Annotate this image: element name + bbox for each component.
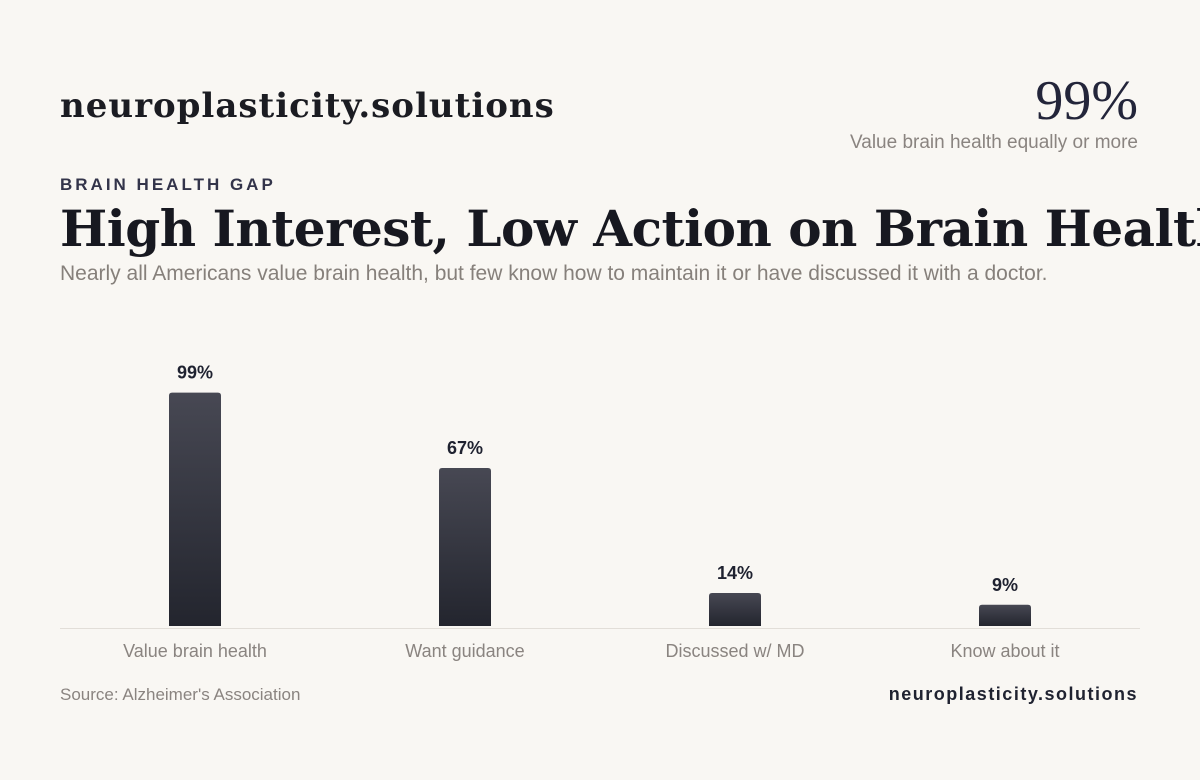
headline-stat-caption: Value brain health equally or more xyxy=(850,132,1138,153)
category-label: Know about it xyxy=(950,641,1059,661)
bar-value-label: 9% xyxy=(992,575,1018,595)
chart-title: High Interest, Low Action on Brain Healt… xyxy=(60,199,1200,258)
headline-stat: 99% Value brain health equally or more xyxy=(850,72,1138,154)
bar-1 xyxy=(439,468,491,626)
bar-value-label: 14% xyxy=(717,563,753,583)
category-label: Value brain health xyxy=(123,641,267,661)
bar-value-label: 99% xyxy=(177,363,213,383)
category-label: Want guidance xyxy=(405,641,524,661)
headline-stat-value: 99% xyxy=(1035,70,1138,132)
eyebrow-label: BRAIN HEALTH GAP xyxy=(60,175,276,194)
bar-2 xyxy=(709,592,761,626)
brand-logo-text: neuroplasticity.solutions xyxy=(60,86,555,126)
bar-0 xyxy=(169,392,221,626)
bar-3 xyxy=(979,604,1031,626)
bar-value-label: 67% xyxy=(447,438,483,458)
category-label: Discussed w/ MD xyxy=(665,641,804,661)
source-note: Source: Alzheimer's Association xyxy=(60,685,301,704)
footer-brand: neuroplasticity.solutions xyxy=(888,684,1138,704)
chart-subtitle: Nearly all Americans value brain health,… xyxy=(60,262,1048,285)
